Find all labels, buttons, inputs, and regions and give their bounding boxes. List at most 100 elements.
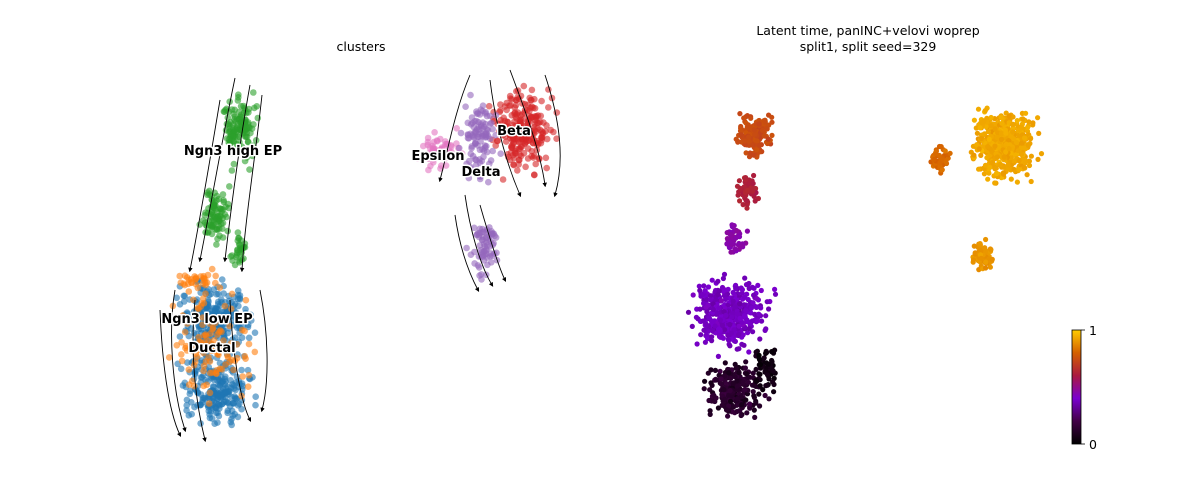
- cell-point: [754, 147, 760, 153]
- cell-point: [224, 114, 232, 121]
- cell-point: [705, 336, 711, 342]
- cell-point: [238, 334, 246, 342]
- cell-point: [235, 302, 242, 310]
- cell-point: [222, 106, 229, 114]
- cell-point: [482, 247, 490, 254]
- cell-point: [243, 154, 251, 161]
- cell-point: [742, 275, 748, 281]
- cell-point: [228, 346, 235, 354]
- cell-point: [736, 323, 742, 329]
- cell-point: [705, 284, 712, 290]
- cell-point: [717, 328, 723, 334]
- cell-point: [211, 305, 219, 312]
- cell-point: [492, 131, 499, 139]
- cell-point: [434, 137, 441, 145]
- cell-point: [722, 360, 728, 366]
- cell-point: [725, 286, 731, 292]
- cell-point: [477, 138, 484, 145]
- cell-point: [725, 413, 731, 419]
- streamline: [198, 77, 236, 263]
- cell-point: [197, 420, 204, 427]
- cell-point: [746, 349, 752, 355]
- cell-point: [531, 95, 538, 103]
- cell-point: [476, 175, 484, 183]
- cell-point: [214, 218, 222, 226]
- cell-point: [240, 102, 247, 110]
- cell-point: [220, 337, 227, 344]
- cell-point: [729, 314, 735, 320]
- cell-point: [998, 161, 1004, 168]
- cell-point: [472, 161, 480, 169]
- velocity-streamlines: [159, 69, 561, 443]
- cell-point: [771, 389, 777, 395]
- cell-point: [240, 109, 248, 116]
- cell-point: [740, 202, 746, 208]
- cell-point: [937, 160, 943, 166]
- cell-point: [222, 384, 229, 392]
- cell-point: [224, 352, 231, 359]
- cell-point: [1028, 178, 1034, 185]
- cell-point: [183, 396, 191, 404]
- cell-point: [479, 236, 486, 244]
- cell-point: [1005, 162, 1011, 168]
- cell-point: [723, 381, 730, 387]
- cell-point: [727, 388, 733, 394]
- cell-point: [731, 223, 737, 229]
- cell-point: [244, 366, 252, 374]
- cell-point: [1003, 149, 1009, 155]
- cell-point: [206, 389, 214, 397]
- cell-point: [230, 400, 238, 407]
- cell-point: [212, 272, 219, 280]
- cell-point: [209, 383, 217, 390]
- cell-point: [708, 293, 714, 299]
- cell-point: [754, 138, 760, 144]
- cell-point: [977, 241, 983, 247]
- cell-point: [722, 396, 728, 402]
- cell-point: [238, 366, 245, 374]
- cell-point: [709, 338, 715, 344]
- cell-point: [994, 170, 1000, 177]
- cell-point: [757, 336, 763, 342]
- latent-title-line-1: Latent time, panINC+velovi woprep: [756, 23, 979, 38]
- cell-point: [483, 254, 491, 261]
- cell-point: [511, 110, 518, 117]
- latent-title-line-2: split1, split seed=329: [800, 39, 937, 54]
- cell-point: [742, 138, 748, 144]
- cell-point: [188, 347, 196, 354]
- cell-point: [721, 271, 728, 277]
- cell-point: [183, 314, 190, 322]
- cell-point: [707, 411, 713, 417]
- cell-point: [709, 277, 715, 283]
- cell-point: [489, 125, 497, 133]
- cell-point: [715, 291, 721, 298]
- cell-point: [727, 398, 734, 404]
- cell-point: [489, 147, 497, 155]
- cell-point: [708, 380, 714, 386]
- cell-point: [992, 126, 998, 132]
- cell-point: [1022, 160, 1028, 166]
- cell-point: [1025, 142, 1031, 149]
- cell-point: [234, 315, 241, 322]
- cell-point: [977, 125, 983, 131]
- cell-point: [701, 300, 707, 306]
- cell-point: [241, 352, 249, 360]
- cell-point: [233, 140, 240, 148]
- cell-point: [194, 304, 202, 312]
- cell-point: [716, 333, 723, 340]
- cell-point: [233, 115, 241, 123]
- cell-point: [1018, 144, 1024, 151]
- latent-time-panel: Latent time, panINC+velovi woprep split1…: [685, 23, 1097, 452]
- cell-point: [758, 305, 764, 311]
- cell-point: [706, 397, 712, 404]
- cell-point: [971, 152, 977, 158]
- cell-point: [733, 286, 739, 292]
- cell-point: [1028, 153, 1034, 159]
- cell-point: [219, 234, 227, 241]
- cell-point: [1003, 130, 1009, 136]
- cell-point: [983, 236, 989, 243]
- cell-point: [216, 343, 224, 351]
- cell-point: [736, 370, 742, 376]
- cell-point: [202, 290, 209, 298]
- cell-point: [737, 198, 743, 204]
- cell-point: [249, 142, 257, 149]
